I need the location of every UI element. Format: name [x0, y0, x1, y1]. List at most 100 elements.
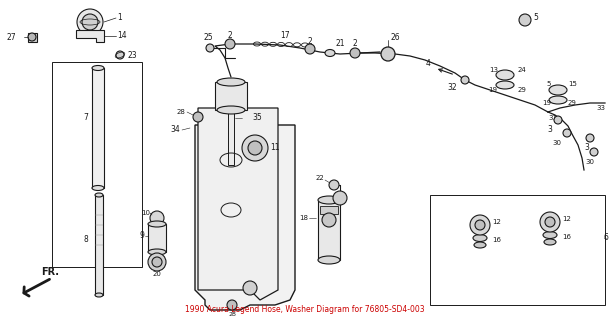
Text: 14: 14 — [117, 31, 127, 41]
Circle shape — [470, 215, 490, 235]
Circle shape — [305, 44, 315, 54]
Ellipse shape — [543, 231, 557, 238]
Circle shape — [586, 134, 594, 142]
Ellipse shape — [217, 78, 245, 86]
Text: 10: 10 — [141, 210, 150, 216]
Text: 8: 8 — [83, 236, 88, 244]
Bar — [430, 195, 605, 305]
Circle shape — [116, 51, 124, 59]
Text: 3: 3 — [584, 143, 589, 153]
Ellipse shape — [217, 106, 245, 114]
Text: 24: 24 — [518, 67, 527, 73]
Bar — [28, 33, 37, 42]
Text: 30: 30 — [586, 159, 595, 165]
Circle shape — [82, 14, 98, 30]
Bar — [318, 200, 340, 260]
Text: 12: 12 — [492, 219, 501, 225]
Bar — [95, 195, 103, 295]
Polygon shape — [76, 30, 104, 42]
Text: 29: 29 — [518, 87, 527, 93]
Ellipse shape — [473, 235, 487, 242]
Text: 11: 11 — [270, 143, 279, 153]
Text: 26: 26 — [390, 34, 400, 43]
Circle shape — [333, 191, 347, 205]
Text: 34: 34 — [170, 125, 180, 134]
Ellipse shape — [549, 85, 567, 95]
Text: 29: 29 — [568, 100, 577, 106]
Ellipse shape — [95, 293, 103, 297]
Circle shape — [206, 44, 214, 52]
Text: 17: 17 — [280, 31, 290, 41]
Circle shape — [227, 300, 237, 310]
Circle shape — [28, 33, 36, 41]
Text: 6: 6 — [603, 234, 608, 243]
Circle shape — [242, 135, 268, 161]
Text: 2: 2 — [353, 39, 357, 49]
Ellipse shape — [148, 221, 166, 227]
Circle shape — [475, 220, 485, 230]
Text: 16: 16 — [492, 237, 501, 243]
Text: 33: 33 — [596, 105, 605, 111]
Ellipse shape — [318, 256, 340, 264]
Circle shape — [563, 129, 571, 137]
Bar — [215, 82, 247, 110]
Ellipse shape — [544, 239, 556, 245]
Bar — [148, 224, 166, 252]
Bar — [320, 206, 338, 214]
Text: 9: 9 — [139, 231, 144, 241]
Circle shape — [77, 9, 103, 35]
Text: 19: 19 — [542, 100, 551, 106]
Circle shape — [519, 14, 531, 26]
Polygon shape — [198, 108, 278, 300]
Circle shape — [540, 212, 560, 232]
Text: 3: 3 — [548, 125, 553, 134]
Text: 27: 27 — [6, 33, 16, 42]
Text: 16: 16 — [562, 234, 571, 240]
Circle shape — [152, 257, 162, 267]
Text: 5: 5 — [533, 13, 538, 22]
Circle shape — [381, 47, 395, 61]
Text: 7: 7 — [83, 114, 88, 123]
Polygon shape — [195, 125, 295, 310]
Text: 35: 35 — [252, 114, 262, 123]
Text: 1990 Acura Legend Hose, Washer Diagram for 76805-SD4-003: 1990 Acura Legend Hose, Washer Diagram f… — [185, 305, 425, 314]
Bar — [92, 68, 104, 188]
Text: 28: 28 — [176, 109, 185, 115]
Ellipse shape — [95, 193, 103, 197]
Text: 5: 5 — [547, 81, 551, 87]
Text: 15: 15 — [568, 81, 577, 87]
Ellipse shape — [549, 96, 567, 104]
Circle shape — [322, 213, 336, 227]
Text: 31: 31 — [548, 115, 557, 121]
Text: 2: 2 — [307, 36, 312, 45]
Ellipse shape — [148, 249, 166, 255]
Ellipse shape — [474, 242, 486, 248]
Ellipse shape — [92, 186, 104, 190]
Text: 23: 23 — [127, 51, 137, 60]
Ellipse shape — [325, 50, 335, 57]
Bar — [52, 62, 142, 267]
Text: 12: 12 — [562, 216, 571, 222]
Text: 21: 21 — [335, 39, 345, 49]
Circle shape — [150, 211, 164, 225]
Circle shape — [193, 112, 203, 122]
Ellipse shape — [496, 70, 514, 80]
Circle shape — [243, 281, 257, 295]
Text: 28: 28 — [228, 313, 236, 317]
Circle shape — [554, 116, 562, 124]
Text: 18: 18 — [299, 215, 308, 221]
Text: 2: 2 — [228, 31, 232, 41]
Bar — [228, 85, 234, 165]
Circle shape — [148, 253, 166, 271]
Text: 32: 32 — [447, 84, 457, 92]
Text: 22: 22 — [315, 175, 324, 181]
Ellipse shape — [496, 81, 514, 89]
Ellipse shape — [92, 66, 104, 70]
Text: FR.: FR. — [41, 267, 59, 277]
Ellipse shape — [318, 196, 340, 204]
Circle shape — [545, 217, 555, 227]
Text: 25: 25 — [203, 34, 213, 43]
Circle shape — [590, 148, 598, 156]
Circle shape — [225, 39, 235, 49]
Text: 4: 4 — [425, 60, 430, 68]
